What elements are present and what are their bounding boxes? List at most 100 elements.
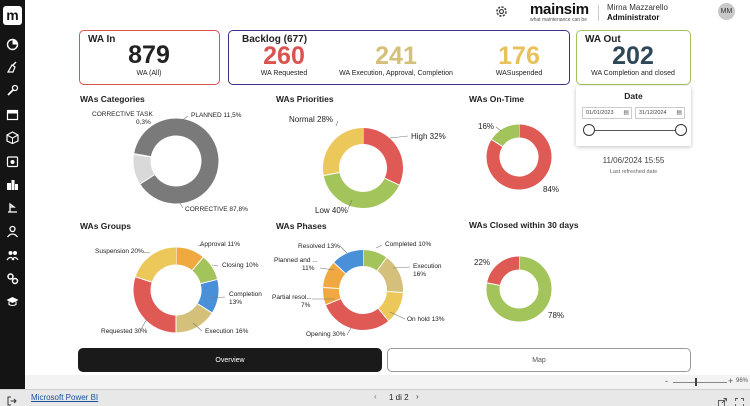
settings-icon[interactable] [6,272,19,285]
user-icon[interactable] [6,225,19,238]
donut-slice-separator [325,298,341,306]
categories-label-planned: PLANNED 11,5% [191,112,242,119]
donut-slice-separator [323,172,340,176]
overview-button[interactable]: Overview [78,348,382,372]
donut-slice-normal[interactable] [323,128,364,176]
closed30-label-small: 22% [474,258,491,267]
wrench-icon[interactable] [6,84,19,97]
phases-label-partial: Partial resol... [272,294,312,301]
groups-label-requested: Requested 30% [101,328,148,335]
calendar-icon[interactable]: ▤ [676,110,682,116]
donut-slice-separator [133,153,151,158]
plant-icon[interactable] [6,201,19,214]
zoom-slider-thumb[interactable] [695,378,697,386]
kpi-suspended-value: 176 [498,42,540,70]
calendar-icon[interactable]: ▤ [623,110,629,116]
donut-slice-low[interactable] [323,172,400,208]
date-start-input[interactable]: 01/01/2023 ▤ [582,107,632,119]
section-title-phases: WAs Phases [276,221,327,231]
donut-slice-separator [191,256,204,271]
phases-label-planned: Planned and ... [274,257,318,264]
phases-label-completed: Completed 10% [385,241,432,248]
priorities-label-low: Low 40% [315,206,348,215]
user-name: Mirna Mazzarello [607,3,668,12]
donut-slice-resolved[interactable] [333,250,364,274]
next-page-button[interactable]: › [416,392,419,401]
groups-label-closing: Closing 10% [222,262,259,269]
kpi-wa-out-value: 202 [612,42,654,70]
left-sidebar: m [0,0,25,406]
users-icon[interactable] [6,249,19,262]
kpi-wa-in-value: 879 [128,41,170,69]
donut-slice-corrective[interactable] [134,118,219,204]
date-end-input[interactable]: 31/12/2024 ▤ [635,107,685,119]
donut-slice-separator [135,276,152,283]
donut-slice-separator [333,262,346,274]
map-button[interactable]: Map [387,348,691,372]
share-icon[interactable] [718,394,727,406]
donut-slice-within-30-days[interactable] [486,256,552,322]
fullscreen-icon[interactable] [735,394,744,406]
donut-slice-separator [376,257,387,271]
date-filter-card: Date 01/01/2023 ▤ 31/12/2024 ▤ [576,86,691,146]
phases-label-execution: Execution [413,263,442,270]
categories-label-corrective-task-pct: 0,3% [136,119,151,126]
date-start-value: 01/01/2023 [586,110,614,116]
donut-slice-on-time[interactable] [491,124,520,147]
kpi-requested-label: WA Requested [260,70,308,77]
kpi-backlog-title: Backlog (677) [242,34,308,45]
zoom-slider-track[interactable] [673,382,727,383]
power-bi-link[interactable]: Microsoft Power BI [31,393,99,402]
zoom-level: 96% [736,378,749,384]
donut-slice-high[interactable] [362,128,403,186]
donut-slice-separator [491,139,503,147]
zoom-out-button[interactable]: - [665,376,668,386]
donut-slice-closing[interactable] [191,257,218,285]
kpi-wa-out-label: WA Completion and closed [591,70,675,77]
donut-slice-approval[interactable] [175,247,204,271]
last-refresh-label: Last refreshed date [609,169,658,175]
brand-logo: mainsim what maintenance can be [530,2,590,24]
avatar[interactable]: MM [718,3,735,20]
schedule-icon[interactable] [6,155,19,168]
buildings-icon[interactable] [6,178,19,191]
dashboard-icon[interactable] [6,38,19,51]
section-title-ontime: WAs On-Time [469,94,525,104]
cleaning-icon[interactable] [6,61,19,74]
brand-name: mainsim [530,1,589,18]
box-icon[interactable] [6,131,19,144]
priorities-label-normal: Normal 28% [289,115,334,124]
kpi-wa-in-card: WA In 879 WA (All) [79,30,220,85]
phases-label-partial-pct: 7% [301,302,311,309]
phases-label-planned-pct: 11% [302,265,315,272]
donut-slice-planned-and-[interactable] [323,262,346,290]
donut-slice-requested[interactable] [133,276,177,333]
donut-slice-separator [384,177,400,186]
graduation-cap-icon[interactable] [6,295,19,308]
donut-slice-suspension[interactable] [135,247,177,283]
mainsim-logo-icon[interactable]: m [3,6,22,25]
zoom-in-button[interactable]: + [728,376,734,386]
gear-icon[interactable] [494,4,509,19]
groups-label-approval: Approval 11% [200,241,240,248]
donut-slice-execution[interactable] [175,303,212,333]
donut-slice-opening[interactable] [325,298,389,330]
previous-page-button[interactable]: ‹ [374,392,377,401]
calendar-icon[interactable] [6,108,19,121]
date-range-end-handle[interactable] [675,124,687,136]
phases-label-resolved: Resolved 13% [298,243,340,250]
donut-slice-on-hold[interactable] [377,290,403,321]
user-role: Administrator [607,13,660,22]
donut-slice-over-30-days[interactable] [487,256,520,286]
exit-icon[interactable] [7,393,17,406]
kpi-backlog-card: Backlog (677) 260 WA Requested 241 WA Ex… [228,30,570,85]
donut-slice-completed[interactable] [362,250,387,271]
donut-slice-late[interactable] [486,124,552,190]
date-range-start-handle[interactable] [583,124,595,136]
donut-slice-execution[interactable] [376,257,403,293]
donut-slice-completion[interactable] [197,279,219,313]
donut-slice-planned[interactable] [133,154,155,184]
closed30-label-big: 78% [548,311,565,320]
date-range-slider-track[interactable] [589,130,681,131]
